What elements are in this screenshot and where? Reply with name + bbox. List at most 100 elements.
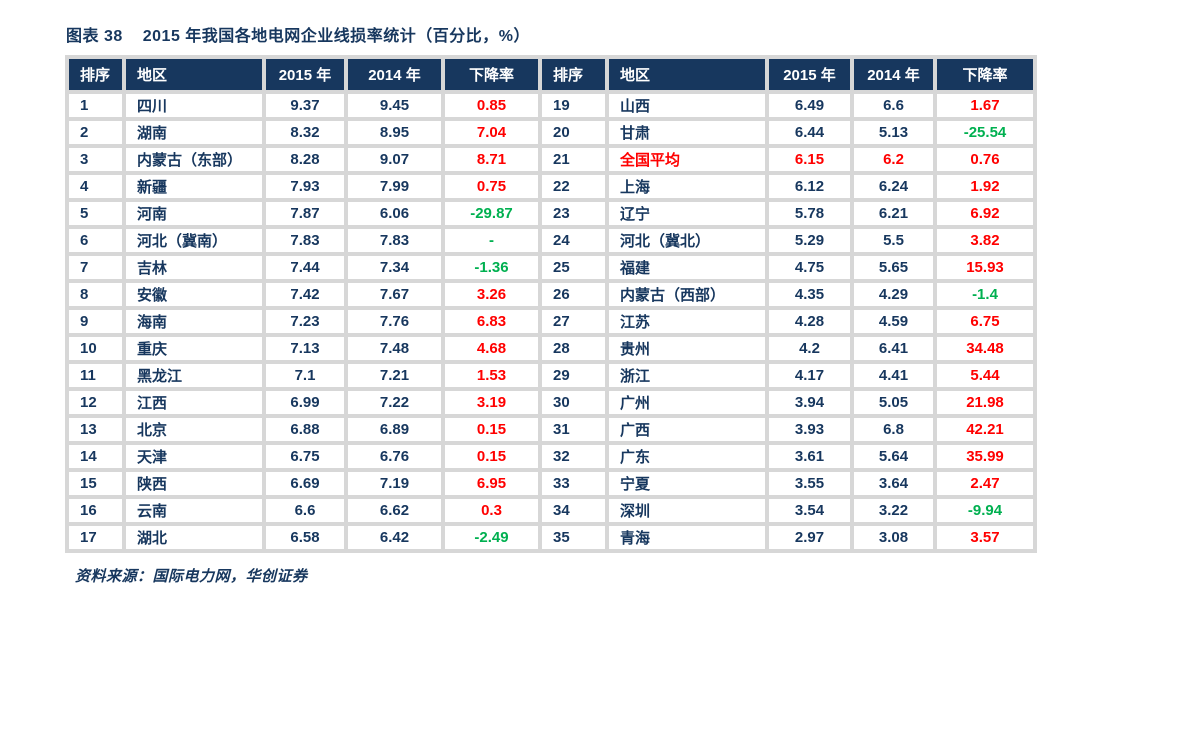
rank-cell-left: 12 (65, 387, 126, 418)
decline-cell-left: 7.04 (441, 117, 542, 148)
value-2015-cell-left: 8.28 (262, 144, 348, 175)
region-cell-left: 河南 (122, 198, 266, 229)
decline-cell-right: 1.92 (933, 171, 1037, 202)
value-2014-cell-right: 5.13 (850, 117, 937, 148)
value-2015-cell-left: 7.44 (262, 252, 348, 283)
table-header: 排序 地区 2015 年 2014 年 下降率 排序 地区 2015 年 201… (65, 55, 1037, 94)
col-header-decline-right: 下降率 (933, 55, 1037, 94)
decline-cell-left: 8.71 (441, 144, 542, 175)
rank-cell-right: 27 (538, 306, 609, 337)
value-2014-cell-left: 7.67 (344, 279, 445, 310)
rank-cell-right: 29 (538, 360, 609, 391)
value-2014-cell-right: 6.24 (850, 171, 937, 202)
table-row: 6 河北（冀南） 7.83 7.83-24 河北（冀北） 5.29 5.5 3.82 (65, 225, 1037, 256)
decline-cell-right: 6.92 (933, 198, 1037, 229)
value-2015-cell-right: 6.49 (765, 90, 854, 121)
table-row: 14 天津 6.75 6.76 0.15 32 广东 3.61 5.64 35.99 (65, 441, 1037, 472)
table-row: 10 重庆 7.13 7.48 4.68 28 贵州 4.2 6.41 34.48 (65, 333, 1037, 364)
value-2015-cell-right: 3.54 (765, 495, 854, 526)
rank-cell-right: 28 (538, 333, 609, 364)
value-2015-cell-left: 6.58 (262, 522, 348, 553)
decline-cell-right: 5.44 (933, 360, 1037, 391)
rank-cell-right: 25 (538, 252, 609, 283)
decline-cell-right: -1.4 (933, 279, 1037, 310)
decline-cell-left: 0.85 (441, 90, 542, 121)
table-title-prefix: 图表 38 (66, 28, 123, 45)
value-2014-cell-right: 6.2 (850, 144, 937, 175)
table-row: 5 河南 7.87 6.06 -29.87 23 辽宁 5.78 6.21 6.92 (65, 198, 1037, 229)
region-cell-left: 湖北 (122, 522, 266, 553)
decline-cell-right: 0.76 (933, 144, 1037, 175)
decline-cell-left: 0.3 (441, 495, 542, 526)
rank-cell-right: 24 (538, 225, 609, 256)
region-cell-right: 广东 (605, 441, 769, 472)
region-cell-right: 河北（冀北） (605, 225, 769, 256)
region-cell-right: 广州 (605, 387, 769, 418)
rank-cell-left: 5 (65, 198, 126, 229)
decline-cell-right: -25.54 (933, 117, 1037, 148)
rank-cell-right: 31 (538, 414, 609, 445)
value-2014-cell-left: 9.07 (344, 144, 445, 175)
table-row: 2 湖南 8.32 8.95 7.04 20 甘肃 6.44 5.13 -25.54 (65, 117, 1037, 148)
decline-cell-left: 0.15 (441, 414, 542, 445)
decline-cell-left: 4.68 (441, 333, 542, 364)
table-title: 图表 38 2015 年我国各地电网企业线损率统计（百分比，%） (0, 0, 1191, 46)
value-2014-cell-left: 7.19 (344, 468, 445, 499)
table-row: 17 湖北 6.58 6.42 -2.49 35 青海 2.97 3.08 3.57 (65, 522, 1037, 553)
region-cell-right: 贵州 (605, 333, 769, 364)
value-2014-cell-left: 6.62 (344, 495, 445, 526)
value-2014-cell-right: 5.64 (850, 441, 937, 472)
table-row: 11 黑龙江 7.1 7.21 1.53 29 浙江 4.17 4.41 5.44 (65, 360, 1037, 391)
region-cell-left: 吉林 (122, 252, 266, 283)
table-row: 8 安徽 7.42 7.67 3.26 26 内蒙古（西部） 4.35 4.29 -1.4 (65, 279, 1037, 310)
rank-cell-left: 16 (65, 495, 126, 526)
value-2015-cell-left: 7.87 (262, 198, 348, 229)
table-row: 16 云南 6.6 6.62 0.3 34 深圳 3.54 3.22 -9.94 (65, 495, 1037, 526)
value-2015-cell-left: 9.37 (262, 90, 348, 121)
rank-cell-right: 33 (538, 468, 609, 499)
decline-cell-right: 15.93 (933, 252, 1037, 283)
region-cell-left: 北京 (122, 414, 266, 445)
table-row: 15 陕西 6.69 7.19 6.95 33 宁夏 3.55 3.64 2.47 (65, 468, 1037, 499)
header-row: 排序 地区 2015 年 2014 年 下降率 排序 地区 2015 年 201… (65, 55, 1037, 94)
table-row: 1 四川 9.37 9.45 0.85 19 山西 6.49 6.6 1.67 (65, 90, 1037, 121)
value-2015-cell-left: 7.83 (262, 225, 348, 256)
value-2015-cell-right: 3.55 (765, 468, 854, 499)
table-row: 4 新疆 7.93 7.99 0.75 22 上海 6.12 6.24 1.92 (65, 171, 1037, 202)
value-2015-cell-right: 4.75 (765, 252, 854, 283)
value-2014-cell-left: 9.45 (344, 90, 445, 121)
value-2014-cell-right: 6.41 (850, 333, 937, 364)
value-2014-cell-left: 6.42 (344, 522, 445, 553)
decline-cell-left: - (441, 225, 542, 256)
value-2015-cell-right: 4.28 (765, 306, 854, 337)
decline-cell-left: 6.95 (441, 468, 542, 499)
decline-cell-right: 3.57 (933, 522, 1037, 553)
rank-cell-right: 19 (538, 90, 609, 121)
value-2015-cell-right: 4.35 (765, 279, 854, 310)
decline-cell-left: 0.15 (441, 441, 542, 472)
value-2014-cell-right: 4.29 (850, 279, 937, 310)
value-2015-cell-right: 2.97 (765, 522, 854, 553)
rank-cell-right: 20 (538, 117, 609, 148)
value-2014-cell-left: 7.99 (344, 171, 445, 202)
value-2014-cell-right: 6.21 (850, 198, 937, 229)
region-cell-left: 海南 (122, 306, 266, 337)
value-2014-cell-left: 7.76 (344, 306, 445, 337)
col-header-2015-left: 2015 年 (262, 55, 348, 94)
value-2015-cell-left: 7.23 (262, 306, 348, 337)
region-cell-left: 陕西 (122, 468, 266, 499)
region-cell-left: 安徽 (122, 279, 266, 310)
rank-cell-right: 23 (538, 198, 609, 229)
value-2015-cell-left: 7.42 (262, 279, 348, 310)
value-2015-cell-right: 5.78 (765, 198, 854, 229)
rank-cell-right: 30 (538, 387, 609, 418)
value-2015-cell-right: 4.2 (765, 333, 854, 364)
table-row: 3 内蒙古（东部） 8.28 9.07 8.71 21 全国平均 6.15 6.2 0.76 (65, 144, 1037, 175)
decline-cell-left: -1.36 (441, 252, 542, 283)
region-cell-right: 辽宁 (605, 198, 769, 229)
value-2014-cell-right: 6.8 (850, 414, 937, 445)
value-2015-cell-left: 6.6 (262, 495, 348, 526)
value-2014-cell-left: 6.89 (344, 414, 445, 445)
region-cell-right: 青海 (605, 522, 769, 553)
